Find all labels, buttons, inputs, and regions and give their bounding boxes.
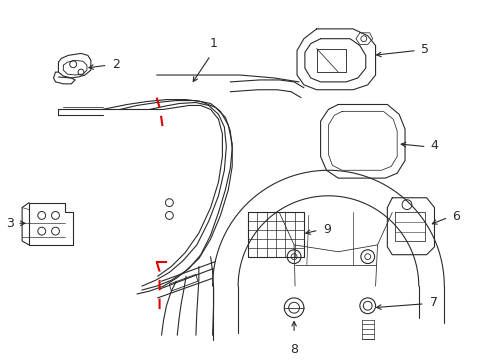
Text: 3: 3: [6, 217, 14, 230]
Text: 2: 2: [112, 58, 120, 71]
Text: 4: 4: [429, 139, 438, 152]
Text: 9: 9: [323, 223, 331, 236]
Text: 1: 1: [209, 37, 217, 50]
Text: 8: 8: [289, 343, 298, 356]
Text: 7: 7: [428, 296, 437, 309]
Text: 5: 5: [420, 43, 428, 56]
Text: 6: 6: [451, 210, 459, 223]
